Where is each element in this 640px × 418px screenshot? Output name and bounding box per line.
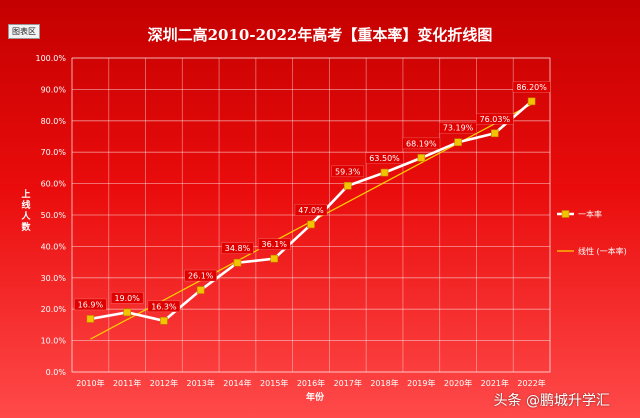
x-tick-label: 2018年 [370,378,398,388]
y-tick-label: 30.0% [41,274,67,283]
x-axis-title: 年份 [305,393,324,403]
data-point-marker [123,308,131,317]
x-tick-label: 2021年 [481,378,509,388]
x-tick-label: 2020年 [444,378,472,388]
data-label-box [512,81,551,93]
data-label-box [74,298,107,311]
y-tick-label: 20.0% [41,305,67,314]
data-point-marker [417,154,426,162]
data-point-marker [233,258,242,267]
y-tick-label: 70.0% [41,148,67,157]
y-tick-label: 40.0% [41,242,67,251]
x-tick-label: 2013年 [187,378,215,388]
x-tick-label: 2022年 [517,378,545,388]
data-label-box [147,300,181,313]
legend-trendline-label: 线性 (一本率) [578,246,627,256]
data-label-box [257,238,291,250]
data-point-marker [343,181,352,190]
data-label: 63.50% [369,154,400,163]
watermark: 头条 @鹏城升学汇 [493,393,610,409]
data-label-box [221,242,254,254]
x-tick-label: 2019年 [407,378,435,388]
data-point-marker [270,254,279,263]
data-point-marker [454,138,462,146]
x-tick-label: 2014年 [223,378,251,388]
data-point-marker [380,168,389,177]
x-tick-label: 2010年 [76,378,104,388]
data-label-box [184,269,217,282]
x-tick-label: 2017年 [334,378,362,388]
data-label: 26.1% [188,272,214,281]
data-label-box [110,292,144,304]
data-label: 36.1% [262,240,288,249]
data-point-marker [196,286,205,294]
data-label: 19.0% [114,294,140,303]
legend-series-swatch-marker [561,210,570,218]
y-axis-title: 上线人数 [21,190,31,233]
data-label: 68.19% [406,139,437,148]
data-label-box [475,113,514,125]
y-tick-label: 10.0% [41,337,67,346]
data-label-box [294,204,328,216]
data-label-box [439,121,477,134]
data-label: 34.8% [225,244,251,253]
y-tick-label: 50.0% [41,211,67,220]
x-tick-label: 2012年 [150,378,178,388]
legend-series-label: 一本率 [578,209,602,219]
data-point-marker [527,97,536,106]
data-label: 86.20% [516,83,547,92]
y-tick-label: 90.0% [41,85,67,94]
data-label: 59.3% [335,167,361,176]
x-tick-label: 2015年 [260,378,288,388]
data-point-marker [491,129,499,138]
y-tick-label: 0.0% [46,368,67,377]
data-label-box [402,137,441,150]
data-label-box [331,165,365,178]
data-point-marker [307,220,315,229]
data-label: 73.19% [443,124,474,133]
data-label: 76.03% [480,115,511,124]
data-label: 16.9% [78,300,104,309]
data-label: 16.3% [151,302,177,311]
x-tick-label: 2016年 [297,378,325,388]
chart-area-tag: 图表区 [8,24,40,39]
data-label-box [365,152,404,164]
y-tick-label: 80.0% [41,117,67,126]
y-tick-label: 60.0% [41,180,67,189]
data-point-marker [86,315,95,323]
data-label: 47.0% [298,206,324,215]
data-point-marker [160,317,168,325]
chart-title: 深圳二高2010-2022年高考【重本率】变化折线图 [147,26,493,44]
x-tick-label: 2011年 [113,378,141,388]
y-tick-label: 100.0% [35,54,66,63]
